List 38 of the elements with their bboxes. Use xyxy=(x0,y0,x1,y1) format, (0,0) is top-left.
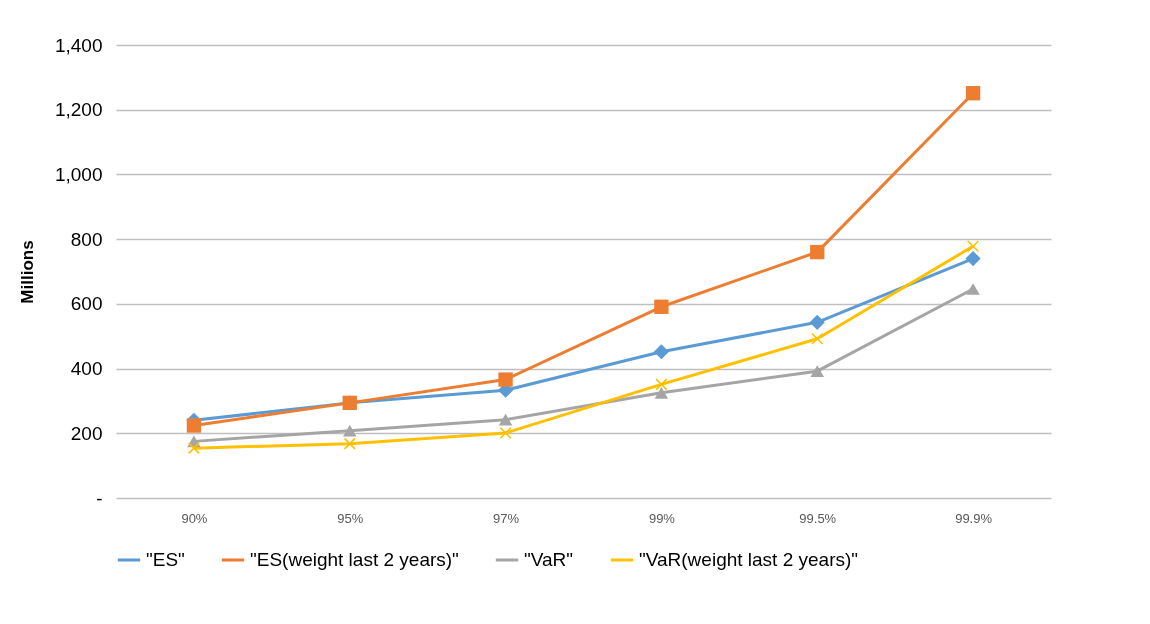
y-tick-label: 600 xyxy=(70,293,103,315)
point xyxy=(654,387,669,399)
legend-label: "VaR" xyxy=(524,549,574,570)
x-tick-label: 99% xyxy=(648,510,676,526)
point xyxy=(343,424,357,437)
point xyxy=(809,314,825,330)
point xyxy=(967,240,980,253)
point xyxy=(810,244,825,260)
legend-label: "VaR(weight last 2 years)" xyxy=(639,549,859,570)
x-tick-label: 97% xyxy=(493,510,520,526)
point xyxy=(187,442,200,455)
point xyxy=(811,332,824,345)
point xyxy=(186,418,202,433)
y-axis-title: Millions xyxy=(17,240,37,304)
point xyxy=(653,344,669,360)
x-tick-label: 95% xyxy=(337,510,364,526)
x-tick-label: 90% xyxy=(181,510,208,526)
x-tick-label: 99.9% xyxy=(955,510,993,526)
point xyxy=(499,426,512,440)
point xyxy=(965,250,981,267)
point xyxy=(810,365,824,377)
point xyxy=(343,437,356,450)
legend-label: "ES(weight last 2 years)" xyxy=(250,549,459,570)
y-tick-label: 800 xyxy=(70,228,103,250)
point xyxy=(965,86,981,101)
y-tick-label: - xyxy=(96,487,103,509)
point xyxy=(654,299,669,314)
y-tick-label: 1,400 xyxy=(54,34,103,56)
point xyxy=(498,372,513,387)
y-tick-label: 1,200 xyxy=(54,99,103,121)
y-tick-label: 400 xyxy=(70,358,103,380)
y-tick-label: 1,000 xyxy=(54,163,103,185)
point xyxy=(498,413,513,426)
point xyxy=(655,378,668,391)
y-tick-label: 200 xyxy=(70,422,103,444)
point xyxy=(966,283,980,295)
x-tick-label: 99.5% xyxy=(799,510,837,526)
legend-label: "ES" xyxy=(146,549,185,570)
